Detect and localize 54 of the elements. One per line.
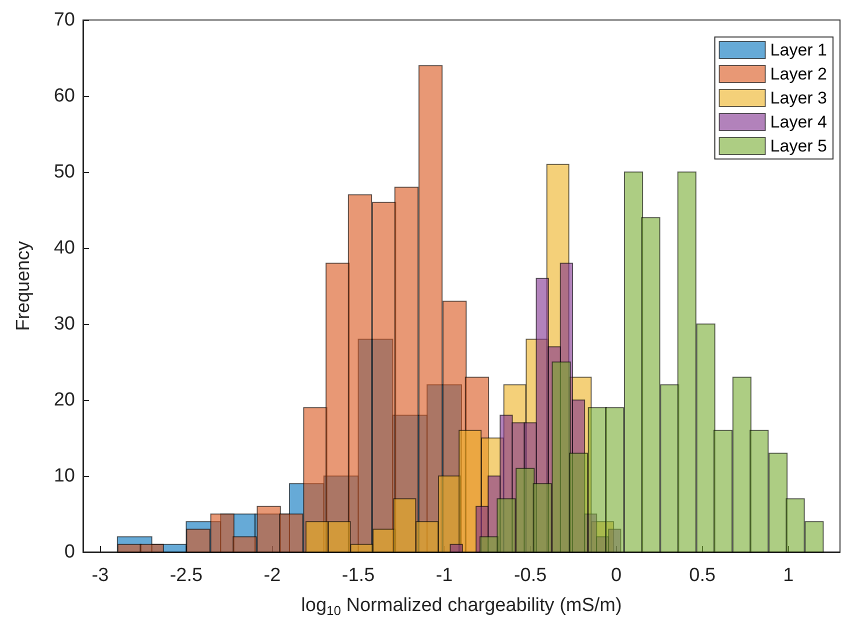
y-tick-label: 30 xyxy=(54,314,75,334)
legend-label: Layer 5 xyxy=(770,136,827,156)
x-tick-label: -3 xyxy=(92,565,109,586)
x-tick-label: 0 xyxy=(611,565,622,586)
bar xyxy=(804,521,824,552)
bar xyxy=(416,521,439,552)
x-tick-label: -1 xyxy=(436,565,453,586)
bar xyxy=(496,498,516,552)
legend-label: Layer 3 xyxy=(770,88,827,108)
bar xyxy=(532,483,552,552)
x-tick-label: 0.5 xyxy=(689,565,716,586)
bar xyxy=(786,498,805,552)
y-tick-label: 0 xyxy=(64,542,75,562)
bar xyxy=(696,324,716,552)
bar xyxy=(605,407,624,552)
legend-label: Layer 1 xyxy=(770,40,827,60)
bar xyxy=(256,506,281,552)
bar xyxy=(624,172,644,552)
bar xyxy=(117,544,142,552)
y-tick-label: 20 xyxy=(54,390,75,410)
bar xyxy=(279,514,304,552)
bar xyxy=(768,452,788,552)
bar xyxy=(186,528,210,552)
y-tick-label: 60 xyxy=(54,86,75,106)
y-tick-label: 70 xyxy=(54,10,75,30)
bar xyxy=(641,217,660,552)
bar xyxy=(140,544,164,552)
bar xyxy=(516,468,535,552)
bar xyxy=(660,384,680,552)
legend-label: Layer 2 xyxy=(770,64,827,84)
x-tick-label: -2 xyxy=(264,565,281,586)
bar xyxy=(750,430,769,552)
bar xyxy=(305,521,328,552)
x-tick-label: -2.5 xyxy=(170,565,203,586)
bar xyxy=(552,362,571,552)
y-axis-title: Frequency xyxy=(13,240,34,331)
bar xyxy=(732,376,752,552)
y-tick-label: 10 xyxy=(54,466,75,486)
bar xyxy=(568,452,588,552)
bar xyxy=(372,528,396,552)
bar xyxy=(393,498,416,552)
bar xyxy=(450,544,463,552)
x-tick-label: -1.5 xyxy=(342,565,375,586)
bar xyxy=(350,544,374,552)
bar xyxy=(677,172,696,552)
y-tick-label: 50 xyxy=(54,162,75,182)
x-tick-label: -0.5 xyxy=(514,565,547,586)
y-tick-label: 40 xyxy=(54,238,75,258)
legend-label: Layer 4 xyxy=(770,112,827,132)
bar xyxy=(232,536,257,552)
bar xyxy=(210,514,234,552)
x-tick-label: 1 xyxy=(783,565,794,586)
bar xyxy=(328,521,351,552)
bar xyxy=(713,430,733,552)
